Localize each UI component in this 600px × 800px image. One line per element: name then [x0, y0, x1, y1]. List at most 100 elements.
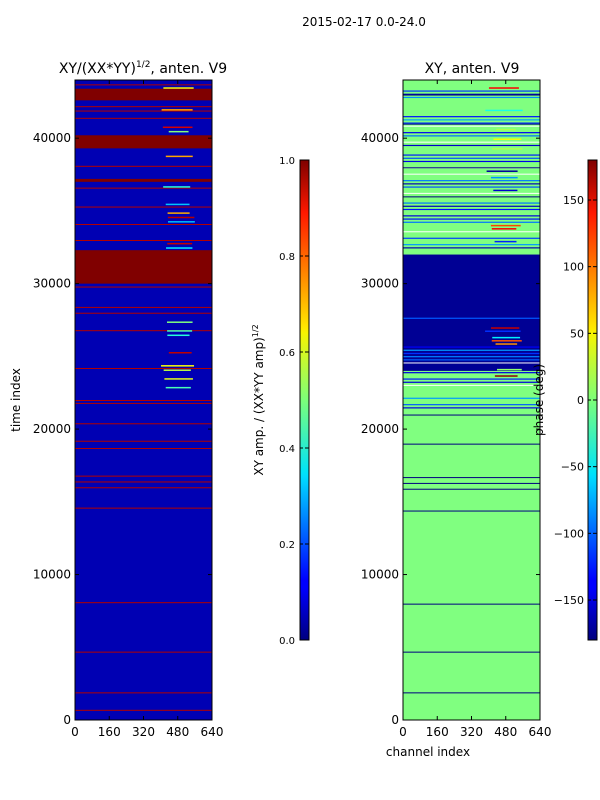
noisy-row [403, 122, 540, 124]
rfi-streak [167, 334, 190, 337]
noisy-streak [496, 128, 516, 131]
panel-amplitude-title: XY/(XX*YY)1/2, anten. V9 [59, 60, 227, 77]
rfi-streak [168, 221, 195, 223]
flagged-row [75, 306, 212, 308]
noisy-row [403, 221, 540, 223]
noisy-streak [492, 336, 521, 339]
noisy-row [403, 132, 540, 134]
flagged-band [403, 283, 540, 309]
y-tick-label: 40000 [33, 131, 71, 145]
noisy-row [403, 237, 540, 239]
blank-row [403, 231, 540, 233]
x-tick-label: 320 [460, 725, 483, 739]
rfi-streak [165, 203, 190, 206]
noisy-streak [494, 375, 518, 377]
rfi-streak [167, 242, 193, 245]
y-tick-label: 30000 [33, 277, 71, 291]
colorbar-tick-label: −100 [554, 527, 584, 540]
noisy-row [403, 247, 540, 249]
phase-x-axis-label: channel index [386, 745, 470, 759]
flagged-row [75, 187, 212, 189]
noisy-row [403, 346, 540, 348]
colorbar-tick-label: 0.4 [279, 444, 295, 455]
rfi-streak [161, 365, 195, 367]
noisy-row [403, 404, 540, 406]
phase-axes: 0 160 320 480 640 0 10000 20000 30000 40000 [361, 80, 552, 739]
y-tick-label: 0 [391, 713, 399, 727]
flagged-row [75, 330, 212, 332]
colorbar-tick-label: −50 [561, 461, 584, 474]
flagged-row [75, 84, 212, 86]
y-tick-label: 0 [63, 713, 71, 727]
noisy-row [403, 218, 540, 220]
noisy-row [403, 116, 540, 118]
blank-row [403, 173, 540, 175]
flagged-row [403, 167, 540, 169]
amplitude-axes: 0 160 320 480 640 0 10000 20000 30000 40000 [33, 80, 224, 739]
flagged-row [75, 286, 212, 288]
y-tick-label: 10000 [33, 568, 71, 582]
flagged-row [403, 692, 540, 694]
amplitude-colorbar-gradient [299, 159, 310, 641]
noisy-row [403, 160, 540, 163]
flagged-row [75, 602, 212, 604]
phase-colorbar-ticks: −150 −100 −50 0 50 100 150 [554, 194, 597, 607]
noisy-streak [495, 343, 518, 345]
x-tick-label: 640 [201, 725, 224, 739]
x-tick-label: 0 [71, 725, 79, 739]
flagged-row [75, 312, 212, 314]
y-tick-label: 40000 [361, 131, 399, 145]
rfi-streak [163, 186, 191, 188]
panel-phase-title: XY, anten. V9 [425, 61, 520, 77]
rfi-streak [161, 109, 193, 111]
noisy-row [403, 378, 540, 380]
colorbar-tick-label: 0.8 [279, 252, 295, 263]
flagged-row [403, 94, 540, 96]
noisy-streak [493, 189, 518, 192]
x-tick-label: 640 [529, 725, 552, 739]
flagged-row [403, 603, 540, 605]
noisy-row [403, 407, 540, 409]
noisy-row [403, 119, 540, 121]
colorbar-tick-label: 0.6 [279, 348, 295, 359]
noisy-row [403, 186, 540, 188]
flagged-row [75, 400, 212, 401]
blank-row [403, 141, 540, 143]
noisy-streak [492, 148, 523, 150]
noisy-row [403, 359, 540, 361]
flagged-row [75, 651, 212, 653]
noisy-row [403, 135, 540, 137]
x-tick-label: 480 [166, 725, 189, 739]
flagged-row [75, 481, 212, 483]
flagged-row [403, 477, 540, 479]
noisy-streak [493, 138, 522, 140]
noisy-row [403, 215, 540, 217]
noisy-streak [490, 176, 518, 179]
rfi-streak [163, 87, 194, 89]
flagged-row [403, 651, 540, 653]
noisy-streak [491, 228, 517, 230]
rfi-streak [168, 352, 192, 354]
flagged-row [75, 507, 212, 509]
amplitude-colorbar-label: XY amp. / (XX*YY amp)1/2 [251, 324, 266, 475]
flagged-row [403, 443, 540, 445]
saturated-band [75, 250, 212, 284]
noisy-row [403, 381, 540, 383]
colorbar-tick-label: 1.0 [279, 156, 295, 167]
amplitude-colorbar-ticks: 0.0 0.2 0.4 0.6 0.8 1.0 [279, 156, 309, 647]
phase-heatmap [403, 80, 540, 720]
rfi-streak [166, 321, 193, 323]
noisy-streak [490, 224, 521, 227]
flagged-row [75, 240, 212, 241]
saturated-band [75, 178, 212, 182]
flagged-row [75, 117, 212, 119]
noisy-streak [491, 340, 522, 342]
noisy-streak [486, 170, 518, 172]
colorbar-tick-label: 0.2 [279, 540, 295, 551]
flagged-row [75, 440, 212, 442]
noisy-row [403, 157, 540, 159]
saturated-band [75, 135, 212, 149]
flagged-row [75, 206, 212, 208]
noisy-row [403, 205, 540, 207]
flagged-row [403, 488, 540, 490]
